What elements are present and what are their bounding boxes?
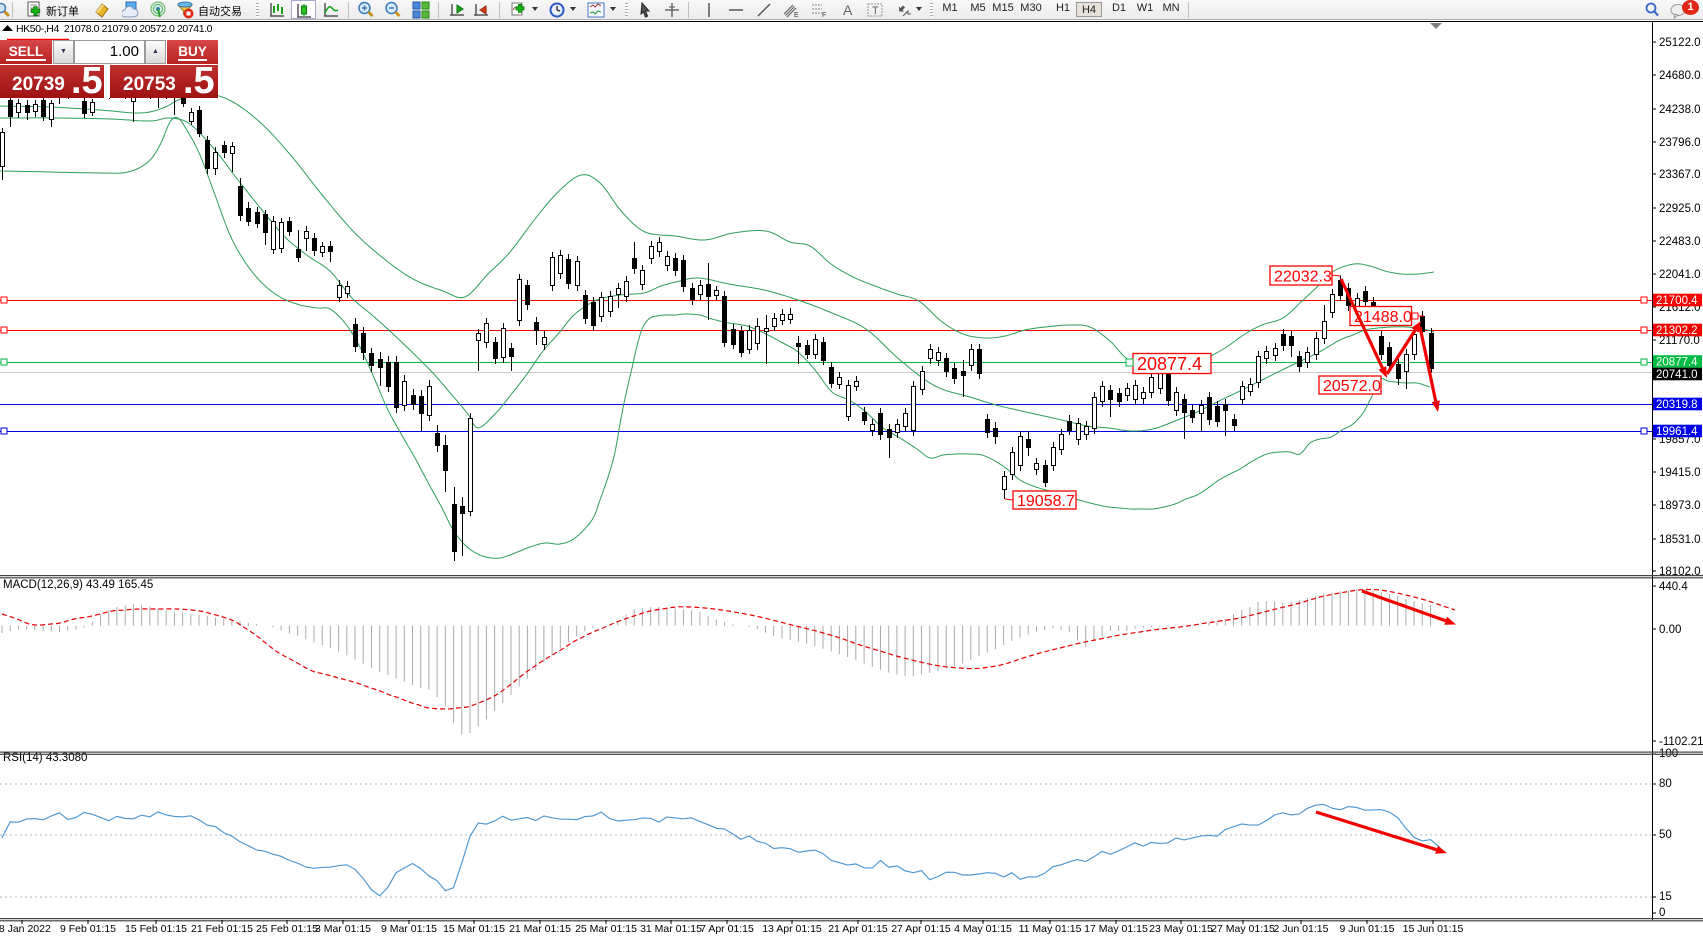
svg-text:21 Apr 01:15: 21 Apr 01:15 [828,923,888,935]
svg-text:9 Mar 01:15: 9 Mar 01:15 [381,923,437,935]
svg-text:T: T [872,5,879,17]
svg-text:21302.2: 21302.2 [1656,325,1698,337]
svg-text:19058.7: 19058.7 [1017,493,1075,510]
svg-text:15: 15 [1659,891,1672,903]
svg-text:20877.4: 20877.4 [1656,357,1698,369]
svg-text:22925.0: 22925.0 [1659,203,1701,215]
svg-text:15 Feb 01:15: 15 Feb 01:15 [125,923,187,935]
svg-text:A: A [843,2,853,18]
svg-text:22483.0: 22483.0 [1659,236,1701,248]
svg-text:21488.0: 21488.0 [1354,309,1412,326]
svg-text:4 May 01:15: 4 May 01:15 [954,923,1012,935]
svg-text:0: 0 [1659,907,1665,919]
svg-text:15 Mar 01:15: 15 Mar 01:15 [443,923,505,935]
svg-text:21700.4: 21700.4 [1656,295,1698,307]
svg-text:13 Apr 01:15: 13 Apr 01:15 [762,923,822,935]
svg-text:-1102.21: -1102.21 [1659,736,1703,748]
svg-text:7 Apr 01:15: 7 Apr 01:15 [700,923,754,935]
svg-text:21 Mar 01:15: 21 Mar 01:15 [509,923,571,935]
svg-text:RSI(14) 43.3080: RSI(14) 43.3080 [3,752,87,764]
svg-text:F: F [822,12,826,19]
svg-text:20319.8: 20319.8 [1656,399,1698,411]
svg-text:25 Feb 01:15: 25 Feb 01:15 [256,923,318,935]
svg-text:21 Feb 01:15: 21 Feb 01:15 [191,923,253,935]
svg-text:HK50-,H4 21078.0 21079.0 2057: HK50-,H4 21078.0 21079.0 20572.0 20741.0 [16,23,213,35]
svg-text:23367.0: 23367.0 [1659,169,1701,181]
svg-text:3 Mar 01:15: 3 Mar 01:15 [315,923,371,935]
svg-text:20572.0: 20572.0 [1323,378,1381,395]
svg-text:2 Jun 01:15: 2 Jun 01:15 [1274,923,1329,935]
svg-text:440.4: 440.4 [1659,581,1688,593]
svg-text:19961.4: 19961.4 [1656,426,1698,438]
svg-text:23796.0: 23796.0 [1659,137,1701,149]
svg-text:23 May 01:15: 23 May 01:15 [1149,923,1213,935]
svg-text:20741.0: 20741.0 [1656,369,1698,381]
svg-text:27 May 01:15: 27 May 01:15 [1211,923,1275,935]
svg-text:27 Apr 01:15: 27 Apr 01:15 [891,923,951,935]
svg-text:25 Mar 01:15: 25 Mar 01:15 [575,923,637,935]
svg-text:28 Jan 2022: 28 Jan 2022 [0,923,51,935]
svg-text:21170.0: 21170.0 [1659,335,1700,347]
svg-text:19415.0: 19415.0 [1659,467,1701,479]
svg-text:24680.0: 24680.0 [1659,70,1701,82]
svg-text:80: 80 [1659,778,1672,790]
svg-text:18973.0: 18973.0 [1659,500,1701,512]
svg-text:17 May 01:15: 17 May 01:15 [1084,923,1148,935]
svg-text:MACD(12,26,9) 43.49 165.45: MACD(12,26,9) 43.49 165.45 [3,579,153,591]
svg-text:20877.4: 20877.4 [1137,354,1202,374]
svg-text:9 Feb 01:15: 9 Feb 01:15 [60,923,116,935]
svg-text:31 Mar 01:15: 31 Mar 01:15 [640,923,702,935]
svg-text:24238.0: 24238.0 [1659,104,1701,116]
svg-text:22041.0: 22041.0 [1659,269,1701,281]
svg-text:50: 50 [1659,829,1672,841]
svg-text:11 May 01:15: 11 May 01:15 [1019,923,1082,935]
svg-text:15 Jun 01:15: 15 Jun 01:15 [1403,923,1464,935]
svg-text:E: E [794,12,799,19]
svg-text:0.00: 0.00 [1659,624,1681,636]
svg-text:18531.0: 18531.0 [1659,534,1701,546]
svg-text:25122.0: 25122.0 [1659,37,1701,49]
svg-text:22032.3: 22032.3 [1274,268,1332,285]
svg-text:9 Jun 01:15: 9 Jun 01:15 [1340,923,1395,935]
